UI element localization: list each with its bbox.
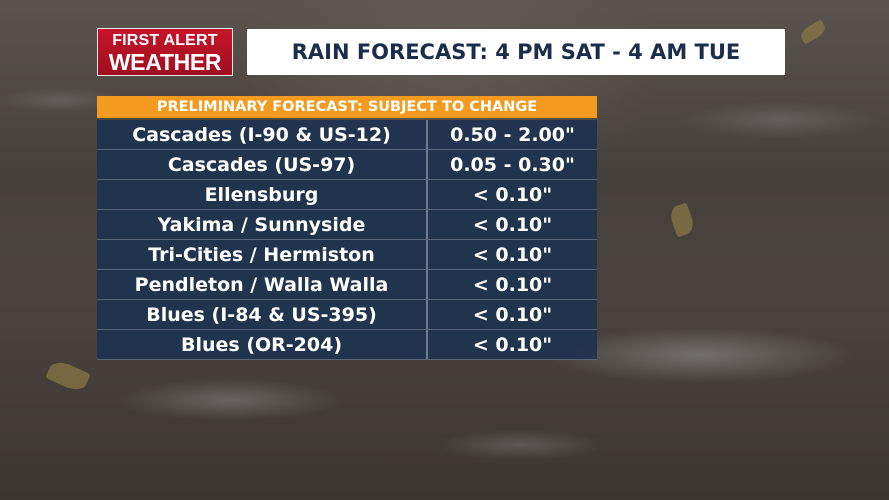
amount-cell: < 0.10": [428, 330, 597, 360]
amount-cell: < 0.10": [428, 300, 597, 330]
table-row: Pendleton / Walla Walla < 0.10": [97, 270, 597, 300]
table-row: Blues (OR-204) < 0.10": [97, 330, 597, 360]
forecast-title: RAIN FORECAST: 4 PM SAT - 4 AM TUE: [247, 29, 785, 75]
table-row: Yakima / Sunnyside < 0.10": [97, 210, 597, 240]
logo-line-2: WEATHER: [108, 49, 222, 75]
amount-cell: < 0.10": [428, 270, 597, 300]
table-row: Cascades (I-90 & US-12) 0.50 - 2.00": [97, 120, 597, 150]
amount-cell: < 0.10": [428, 210, 597, 240]
amount-cell: < 0.10": [428, 240, 597, 270]
table-row: Cascades (US-97) 0.05 - 0.30": [97, 150, 597, 180]
amount-cell: 0.05 - 0.30": [428, 150, 597, 180]
logo-line-1: FIRST ALERT: [112, 32, 218, 49]
table-row: Ellensburg < 0.10": [97, 180, 597, 210]
location-cell: Cascades (I-90 & US-12): [97, 120, 428, 150]
location-cell: Cascades (US-97): [97, 150, 428, 180]
disclaimer-text: PRELIMINARY FORECAST: SUBJECT TO CHANGE: [156, 99, 538, 115]
location-cell: Blues (OR-204): [97, 330, 428, 360]
disclaimer-banner: PRELIMINARY FORECAST: SUBJECT TO CHANGE: [97, 96, 597, 118]
forecast-title-text: RAIN FORECAST: 4 PM SAT - 4 AM TUE: [291, 40, 741, 64]
location-cell: Blues (I-84 & US-395): [97, 300, 428, 330]
amount-cell: 0.50 - 2.00": [428, 120, 597, 150]
first-alert-weather-logo: FIRST ALERT WEATHER: [97, 28, 233, 76]
table-row: Blues (I-84 & US-395) < 0.10": [97, 300, 597, 330]
location-cell: Pendleton / Walla Walla: [97, 270, 428, 300]
amount-cell: < 0.10": [428, 180, 597, 210]
rain-forecast-table: Cascades (I-90 & US-12) 0.50 - 2.00" Cas…: [97, 120, 597, 360]
location-cell: Yakima / Sunnyside: [97, 210, 428, 240]
table-row: Tri-Cities / Hermiston < 0.10": [97, 240, 597, 270]
location-cell: Tri-Cities / Hermiston: [97, 240, 428, 270]
location-cell: Ellensburg: [97, 180, 428, 210]
